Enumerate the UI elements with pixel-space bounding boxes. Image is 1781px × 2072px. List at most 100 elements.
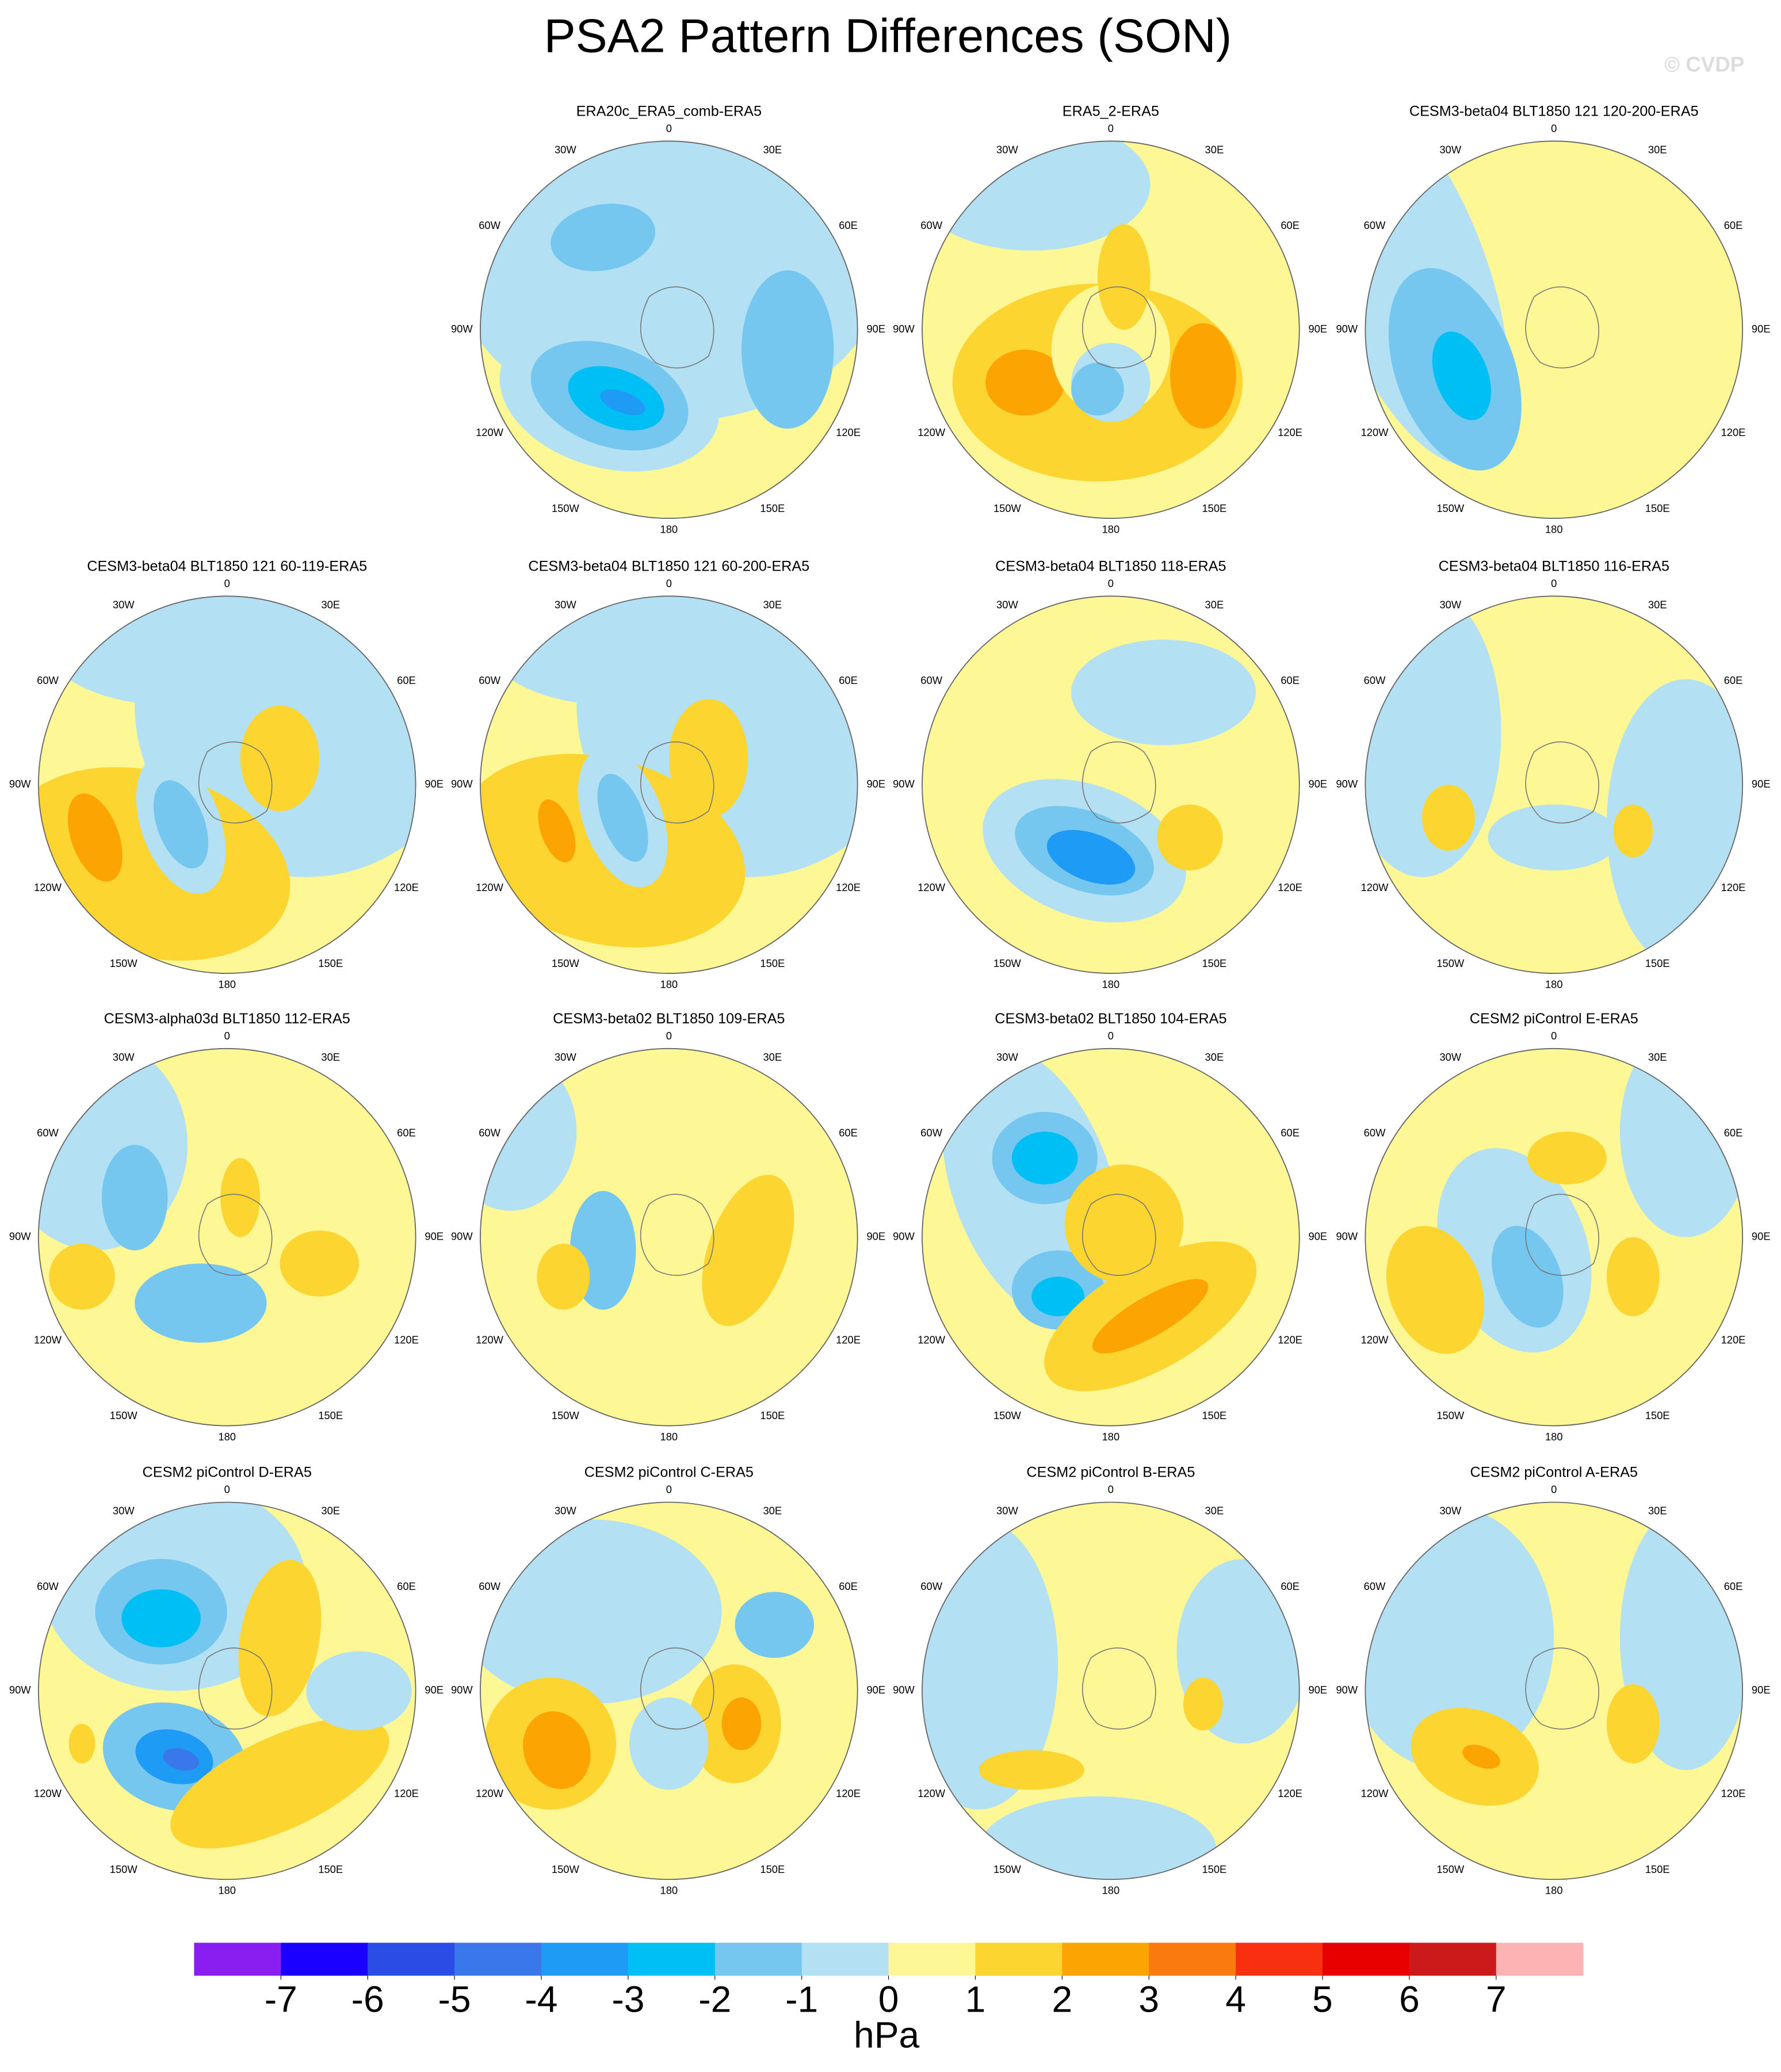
longitude-label: 90W	[451, 323, 473, 335]
colorbar-tick-label: 7	[1486, 1978, 1507, 2020]
colorbar-box	[1496, 1943, 1584, 1976]
contour-region	[1386, 1226, 1484, 1354]
map-panel: CESM3-beta04 BLT1850 118-ERA5 0 30E 60E 90E 1…	[893, 559, 1327, 991]
longitude-label: 60W	[479, 1580, 500, 1592]
longitude-label: 30E	[321, 1051, 340, 1063]
longitude-label: 90W	[893, 778, 915, 790]
coastline	[640, 286, 714, 369]
longitude-label: 0	[1551, 1484, 1557, 1496]
coastline	[1525, 1647, 1599, 1730]
longitude-label: 30W	[1439, 143, 1461, 155]
longitude-label: 150W	[110, 957, 138, 969]
longitude-label: 30W	[996, 1504, 1018, 1516]
longitude-label: 30E	[1648, 143, 1667, 155]
contour-region	[979, 1750, 1085, 1790]
contour-region	[1492, 1226, 1564, 1328]
longitude-label: 180	[218, 1431, 236, 1443]
colorbar-box	[1062, 1943, 1149, 1976]
contour-region	[1462, 1745, 1501, 1769]
map-border	[922, 1501, 1300, 1880]
longitude-label: 30E	[763, 1051, 782, 1063]
map-fill	[1365, 596, 1743, 974]
panel-title: CESM2 piControl A-ERA5	[1470, 1465, 1638, 1481]
longitude-label: 0	[224, 1030, 230, 1042]
longitude-label: 90E	[866, 1684, 885, 1696]
longitude-label: 120E	[1721, 426, 1746, 438]
colorbar-box	[714, 1943, 802, 1976]
longitude-label: 120W	[34, 1787, 62, 1799]
panel-title: CESM3-beta02 BLT1850 109-ERA5	[553, 1011, 785, 1027]
longitude-label: 30E	[1205, 143, 1224, 155]
map-border	[480, 1048, 858, 1427]
longitude-label: 180	[218, 978, 236, 991]
longitude-label: 150E	[1202, 1409, 1226, 1421]
contour-region	[101, 1145, 168, 1251]
longitude-label: 120E	[394, 1333, 419, 1345]
longitude-label: 0	[224, 578, 230, 590]
longitude-label: 120W	[34, 881, 62, 893]
longitude-label: 0	[1108, 1030, 1114, 1042]
longitude-label: 150E	[760, 957, 785, 969]
contour-region	[238, 1559, 322, 1717]
contour-region	[220, 1158, 261, 1237]
longitude-label: 0	[666, 1030, 672, 1042]
longitude-label: 120W	[918, 1333, 946, 1345]
colorbar-box	[1409, 1943, 1497, 1976]
colorbar-units: hPa	[854, 2014, 920, 2055]
longitude-label: 60W	[920, 219, 942, 231]
colorbar-tick-label: -4	[525, 1978, 557, 2020]
map-fill	[480, 1502, 858, 1880]
longitude-label: 0	[666, 578, 672, 590]
colorbar-tick-label: 3	[1138, 1978, 1159, 2020]
map-fill	[38, 1048, 416, 1426]
longitude-label: 60W	[920, 674, 942, 686]
longitude-label: 90W	[9, 1684, 31, 1696]
colorbar-box	[801, 1943, 889, 1976]
map-border	[37, 595, 416, 974]
map-border	[480, 595, 858, 974]
longitude-label: 120W	[918, 1787, 946, 1799]
longitude-label: 150E	[1645, 1863, 1670, 1875]
colorbar-box	[194, 1943, 281, 1976]
longitude-label: 180	[218, 1884, 236, 1897]
longitude-label: 150E	[1645, 1409, 1670, 1421]
map-panel: CESM2 piControl B-ERA5 0 30E 60E 90E 120E 150E…	[893, 1465, 1327, 1897]
longitude-label: 150E	[1202, 1863, 1226, 1875]
coastline	[1525, 741, 1599, 824]
contour-region	[1031, 1276, 1085, 1317]
panel-title: CESM3-beta04 BLT1850 121 60-119-ERA5	[87, 559, 367, 575]
longitude-label: 0	[1551, 1030, 1557, 1042]
longitude-label: 30W	[996, 1051, 1018, 1063]
coastline	[1525, 1194, 1599, 1276]
panel-title: CESM2 piControl D-ERA5	[143, 1465, 312, 1481]
colorbar-box	[1323, 1943, 1410, 1976]
longitude-label: 60E	[397, 674, 416, 686]
longitude-label: 90W	[9, 778, 31, 790]
map-border	[922, 595, 1300, 974]
longitude-label: 60W	[920, 1127, 942, 1139]
coastline	[1081, 1647, 1156, 1730]
longitude-label: 30W	[555, 143, 576, 155]
longitude-label: 150W	[1436, 1409, 1465, 1421]
longitude-label: 90E	[1309, 778, 1328, 790]
contour-region	[1071, 640, 1256, 746]
longitude-label: 60E	[1281, 219, 1300, 231]
map-border	[37, 1501, 416, 1880]
longitude-label: 150E	[760, 1863, 785, 1875]
longitude-label: 90E	[1752, 1230, 1771, 1242]
colorbar-tick-label: -6	[351, 1978, 384, 2020]
map-border	[37, 1048, 416, 1427]
longitude-label: 90W	[893, 1684, 915, 1696]
longitude-label: 30W	[555, 1051, 576, 1063]
panel-title: CESM3-beta02 BLT1850 104-ERA5	[995, 1011, 1226, 1027]
longitude-label: 30W	[113, 1504, 135, 1516]
panel-title: CESM2 piControl B-ERA5	[1026, 1465, 1195, 1481]
longitude-label: 150E	[318, 957, 343, 969]
contour-region	[741, 270, 834, 429]
colorbar-tick-label: -5	[438, 1978, 471, 2020]
colorbar-tick-label: 5	[1312, 1978, 1333, 2020]
longitude-label: 150E	[1202, 502, 1226, 514]
longitude-label: 30E	[321, 598, 340, 610]
longitude-label: 120E	[1721, 1333, 1746, 1345]
longitude-label: 90W	[451, 1684, 473, 1696]
